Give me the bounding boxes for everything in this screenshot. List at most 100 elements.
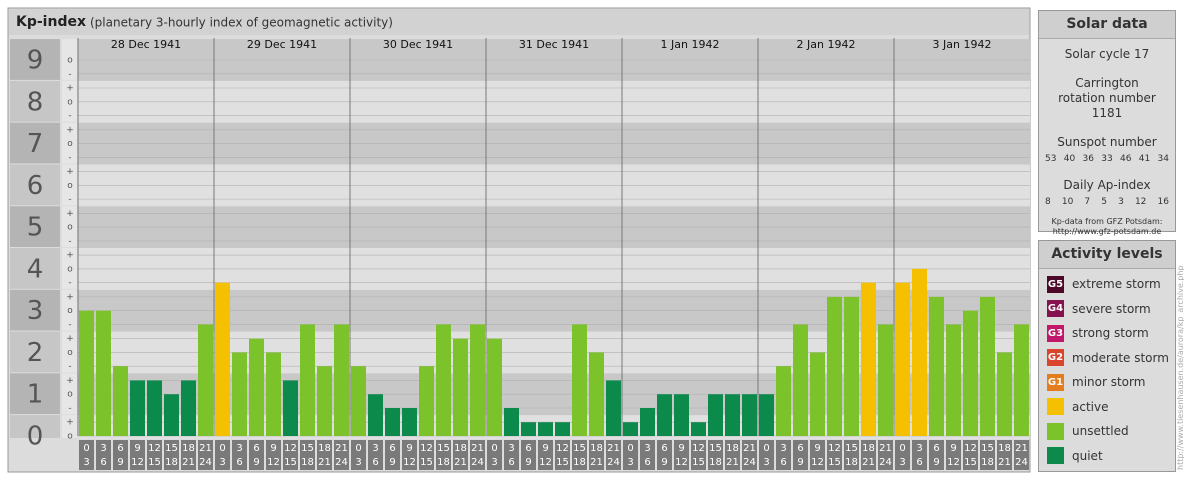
kp-label-box bbox=[10, 122, 60, 164]
hour-end: 3 bbox=[763, 457, 769, 468]
carrington-rotation: Carrington rotation number 1181 bbox=[1058, 76, 1156, 120]
ap-value: 5 bbox=[1101, 197, 1107, 207]
bar bbox=[844, 296, 859, 436]
ap-title: Daily Ap-index bbox=[1063, 178, 1151, 192]
hour-start: 18 bbox=[726, 443, 739, 454]
bar bbox=[589, 352, 604, 436]
hour-start: 9 bbox=[950, 443, 956, 454]
hour-start: 21 bbox=[607, 443, 620, 454]
hour-start: 3 bbox=[508, 443, 514, 454]
hour-start: 12 bbox=[692, 443, 705, 454]
hour-end: 3 bbox=[355, 457, 361, 468]
hour-start: 0 bbox=[219, 443, 225, 454]
bar bbox=[606, 380, 621, 436]
hour-box bbox=[997, 440, 1012, 470]
chart-subtitle: (planetary 3-hourly index of geomagnetic… bbox=[90, 16, 393, 30]
title-bar bbox=[9, 9, 1029, 35]
y-tick-label: 7 bbox=[27, 129, 44, 159]
bar bbox=[538, 422, 553, 436]
hour-box bbox=[96, 440, 111, 470]
hour-end: 18 bbox=[981, 457, 994, 468]
hour-end: 12 bbox=[539, 457, 552, 468]
hour-box bbox=[810, 440, 825, 470]
level-label: active bbox=[1072, 399, 1109, 414]
sunspot-value: 41 bbox=[1138, 154, 1151, 164]
hour-start: 15 bbox=[981, 443, 994, 454]
source-url: http://www.gfz-potsdam.de bbox=[1052, 227, 1162, 236]
hour-end: 12 bbox=[403, 457, 416, 468]
bar bbox=[759, 394, 774, 436]
hour-start: 0 bbox=[355, 443, 361, 454]
bar bbox=[215, 282, 230, 436]
hour-end: 15 bbox=[556, 457, 569, 468]
hour-box bbox=[487, 440, 502, 470]
ap-value: 16 bbox=[1157, 197, 1169, 207]
hour-box bbox=[504, 440, 519, 470]
level-label: extreme storm bbox=[1072, 277, 1161, 292]
y-tick-label: 3 bbox=[27, 296, 44, 326]
bar bbox=[742, 394, 757, 436]
hour-start: 18 bbox=[182, 443, 195, 454]
y-tick-label: 8 bbox=[27, 87, 44, 117]
solar-data-panel: Solar data Solar cycle 17 Carrington rot… bbox=[1038, 10, 1176, 236]
hour-end: 6 bbox=[508, 457, 514, 468]
minor-label-box bbox=[62, 206, 77, 247]
day-label: 2 Jan 1942 bbox=[797, 38, 856, 51]
hour-end: 24 bbox=[743, 457, 756, 468]
hour-box bbox=[844, 440, 859, 470]
hour-end: 6 bbox=[100, 457, 106, 468]
hour-end: 15 bbox=[964, 457, 977, 468]
hour-end: 21 bbox=[182, 457, 195, 468]
bar bbox=[164, 394, 179, 436]
solar-cycle: Solar cycle 17 bbox=[1064, 47, 1150, 61]
bar bbox=[929, 296, 944, 436]
y-tick-label: 4 bbox=[27, 254, 44, 284]
ap-value: 10 bbox=[1061, 197, 1074, 207]
hour-end: 24 bbox=[1015, 457, 1028, 468]
hour-start: 21 bbox=[471, 443, 484, 454]
hour-box bbox=[793, 440, 808, 470]
bar bbox=[640, 408, 655, 436]
bar bbox=[198, 324, 213, 436]
bar bbox=[232, 352, 247, 436]
hour-box bbox=[266, 440, 281, 470]
bar bbox=[96, 310, 111, 436]
hour-box bbox=[555, 440, 570, 470]
hour-end: 9 bbox=[797, 457, 803, 468]
minor-tick-label: - bbox=[68, 69, 71, 79]
hour-end: 3 bbox=[627, 457, 633, 468]
bar bbox=[793, 324, 808, 436]
minor-label-box bbox=[62, 415, 77, 438]
hour-start: 15 bbox=[709, 443, 722, 454]
minor-tick-label: + bbox=[66, 334, 74, 344]
sunspot-row: 53 40 36 33 46 41 34 bbox=[1039, 154, 1175, 164]
level-swatch: G4 bbox=[1047, 300, 1064, 318]
bar bbox=[521, 422, 536, 436]
level-row: quiet bbox=[1039, 444, 1175, 469]
hour-end: 24 bbox=[879, 457, 892, 468]
minor-label-box bbox=[62, 289, 77, 331]
bar bbox=[674, 394, 689, 436]
bar bbox=[963, 310, 978, 436]
hour-end: 15 bbox=[828, 457, 841, 468]
hour-start: 21 bbox=[199, 443, 212, 454]
minor-tick-label: - bbox=[68, 195, 71, 205]
hour-start: 15 bbox=[437, 443, 450, 454]
bar bbox=[113, 366, 128, 436]
hour-start: 6 bbox=[389, 443, 395, 454]
minor-tick-label: - bbox=[68, 153, 71, 163]
hour-start: 18 bbox=[590, 443, 603, 454]
hour-box bbox=[725, 440, 740, 470]
sunspot-value: 53 bbox=[1045, 154, 1057, 164]
level-swatch: G3 bbox=[1047, 324, 1064, 342]
level-row: active bbox=[1039, 395, 1175, 420]
hour-end: 21 bbox=[998, 457, 1011, 468]
minor-label-box bbox=[62, 39, 77, 80]
minor-tick-label: + bbox=[66, 209, 74, 219]
hour-start: 21 bbox=[1015, 443, 1028, 454]
day-label: 30 Dec 1941 bbox=[383, 38, 453, 51]
hour-end: 18 bbox=[845, 457, 858, 468]
ap-value: 7 bbox=[1084, 197, 1091, 207]
hour-end: 24 bbox=[199, 457, 212, 468]
level-swatch: G2 bbox=[1047, 349, 1064, 367]
